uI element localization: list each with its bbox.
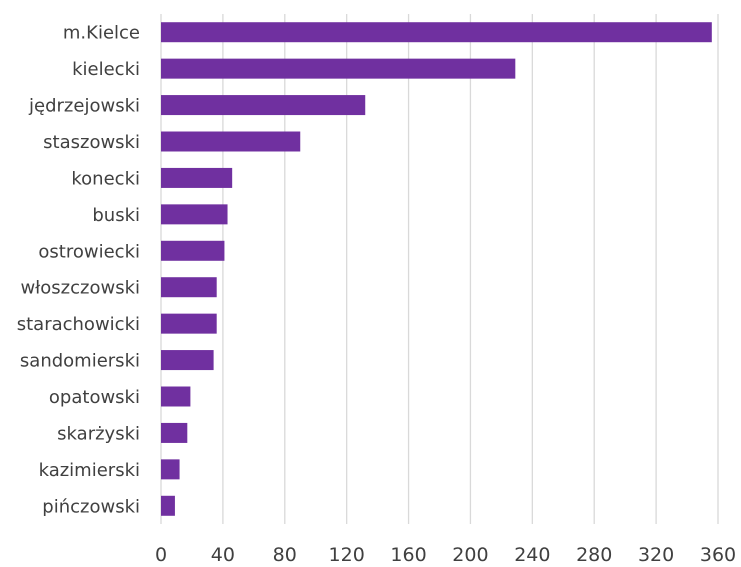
bar-buski <box>161 204 228 225</box>
category-label-6: ostrowiecki <box>38 241 140 262</box>
x-tick-label-80: 80 <box>273 544 297 563</box>
category-label-0: m.Kielce <box>63 23 140 44</box>
category-label-9: sandomierski <box>20 351 140 372</box>
gridlines <box>160 14 719 524</box>
category-label-2: jędrzejowski <box>28 96 140 117</box>
bar-pińczowski <box>161 495 175 516</box>
x-axis-tick-labels: 0 40 80 120 160 200 240 280 320 360 <box>155 544 736 566</box>
bar-opatowski <box>161 386 191 407</box>
category-label-5: buski <box>92 205 140 226</box>
bar-kielecki <box>161 58 516 79</box>
bar-konecki <box>161 167 233 188</box>
x-tick-label-320: 320 <box>638 544 674 563</box>
bar-jędrzejowski <box>161 95 366 116</box>
category-labels: m.Kielce kielecki jędrzejowski staszowski ko… <box>17 23 140 518</box>
bar-ostrowiecki <box>161 240 225 261</box>
bar-m.Kielce <box>161 22 712 43</box>
bar-skarżyski <box>161 422 188 443</box>
category-label-11: skarżyski <box>57 423 140 444</box>
x-tick-label-240: 240 <box>514 544 550 563</box>
bar-starachowicki <box>161 313 217 334</box>
bar-kazimierski <box>161 459 180 480</box>
bars <box>161 22 712 516</box>
x-tick-label-160: 160 <box>390 544 426 563</box>
category-label-3: staszowski <box>43 132 140 153</box>
category-label-1: kielecki <box>72 59 140 80</box>
category-label-12: kazimierski <box>39 460 140 481</box>
x-tick-label-200: 200 <box>452 544 488 563</box>
category-label-10: opatowski <box>49 387 140 408</box>
category-label-8: starachowicki <box>17 314 140 335</box>
x-tick-label-0: 0 <box>155 544 167 563</box>
x-tick-label-280: 280 <box>576 544 612 563</box>
category-label-4: konecki <box>71 168 140 189</box>
x-tick-label-120: 120 <box>329 544 365 563</box>
bar-staszowski <box>161 131 301 152</box>
category-label-7: włoszczowski <box>20 278 140 299</box>
bar-sandomierski <box>161 350 214 371</box>
x-tick-label-40: 40 <box>211 544 235 563</box>
category-label-13: pińczowski <box>42 496 140 517</box>
bar-włoszczowski <box>161 277 217 298</box>
x-tick-label-360: 360 <box>700 544 736 563</box>
